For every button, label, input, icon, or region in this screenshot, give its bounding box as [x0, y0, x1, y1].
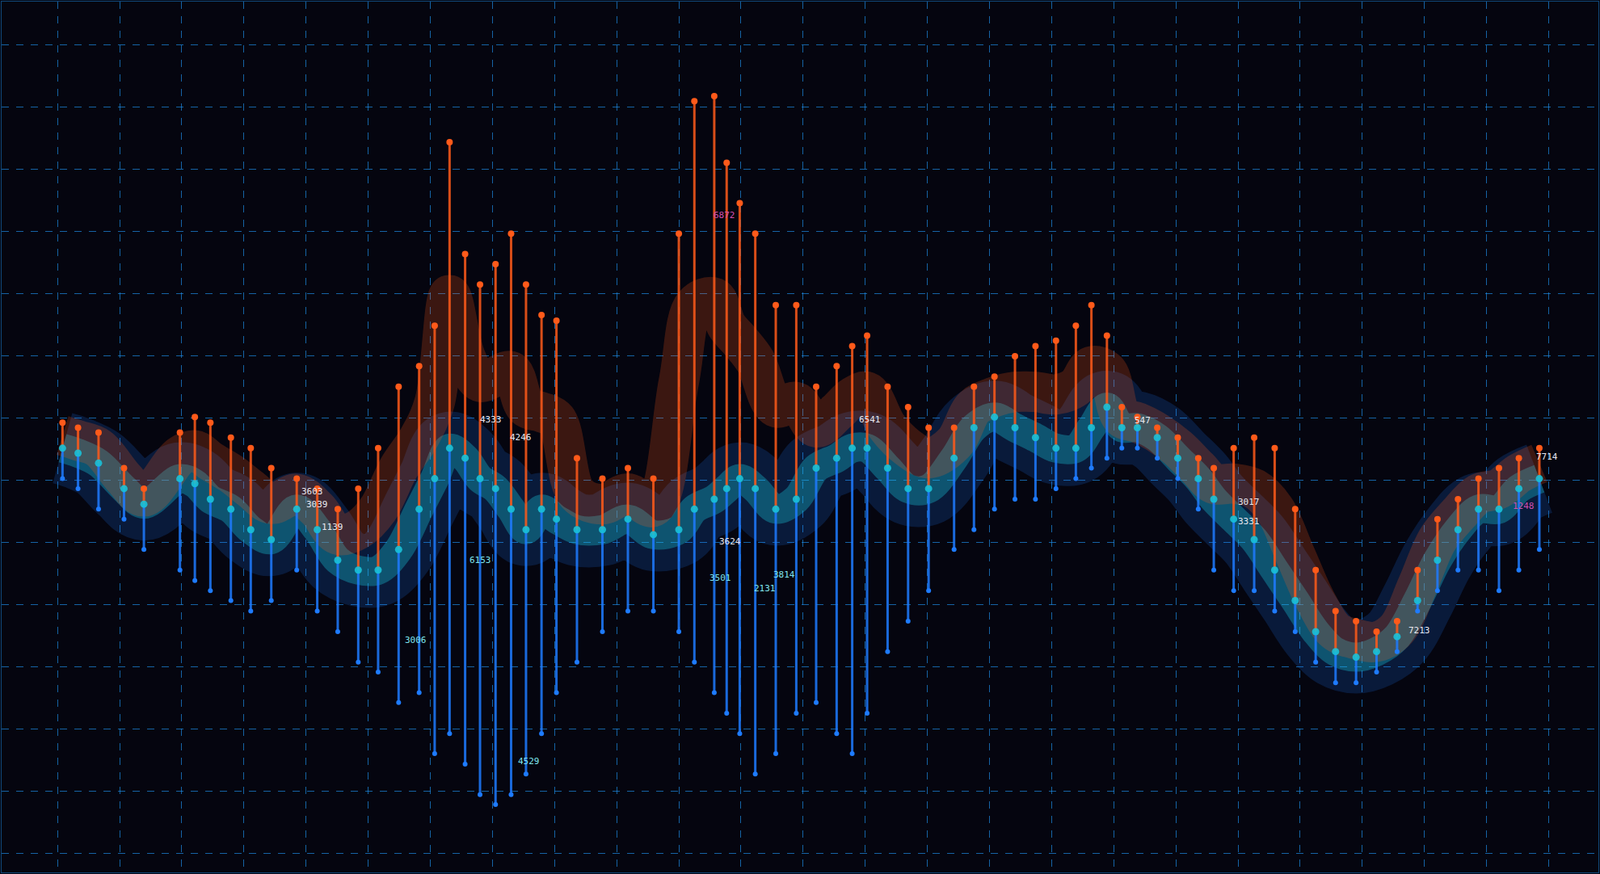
svg-text:1248: 1248 [1512, 501, 1535, 512]
svg-text:1139: 1139 [321, 522, 344, 533]
svg-text:4246: 4246 [509, 432, 532, 443]
svg-text:3017: 3017 [1237, 496, 1260, 508]
svg-text:6541: 6541 [858, 414, 881, 426]
svg-text:2131: 2131 [753, 583, 776, 594]
svg-text:3039: 3039 [306, 499, 329, 510]
svg-text:4333: 4333 [480, 414, 502, 426]
svg-text:3603: 3603 [301, 486, 324, 497]
svg-text:6153: 6153 [469, 555, 492, 566]
svg-text:6872: 6872 [713, 210, 736, 221]
svg-text:3624: 3624 [719, 536, 742, 548]
svg-text:7213: 7213 [1408, 625, 1431, 636]
svg-text:3814: 3814 [773, 569, 796, 581]
svg-text:3331: 3331 [1237, 516, 1260, 527]
svg-text:3501: 3501 [709, 572, 732, 584]
svg-text:3006: 3006 [404, 635, 427, 646]
svg-text:7714: 7714 [1536, 451, 1558, 463]
svg-text:547: 547 [1134, 415, 1151, 426]
svg-text:4529: 4529 [517, 756, 540, 767]
